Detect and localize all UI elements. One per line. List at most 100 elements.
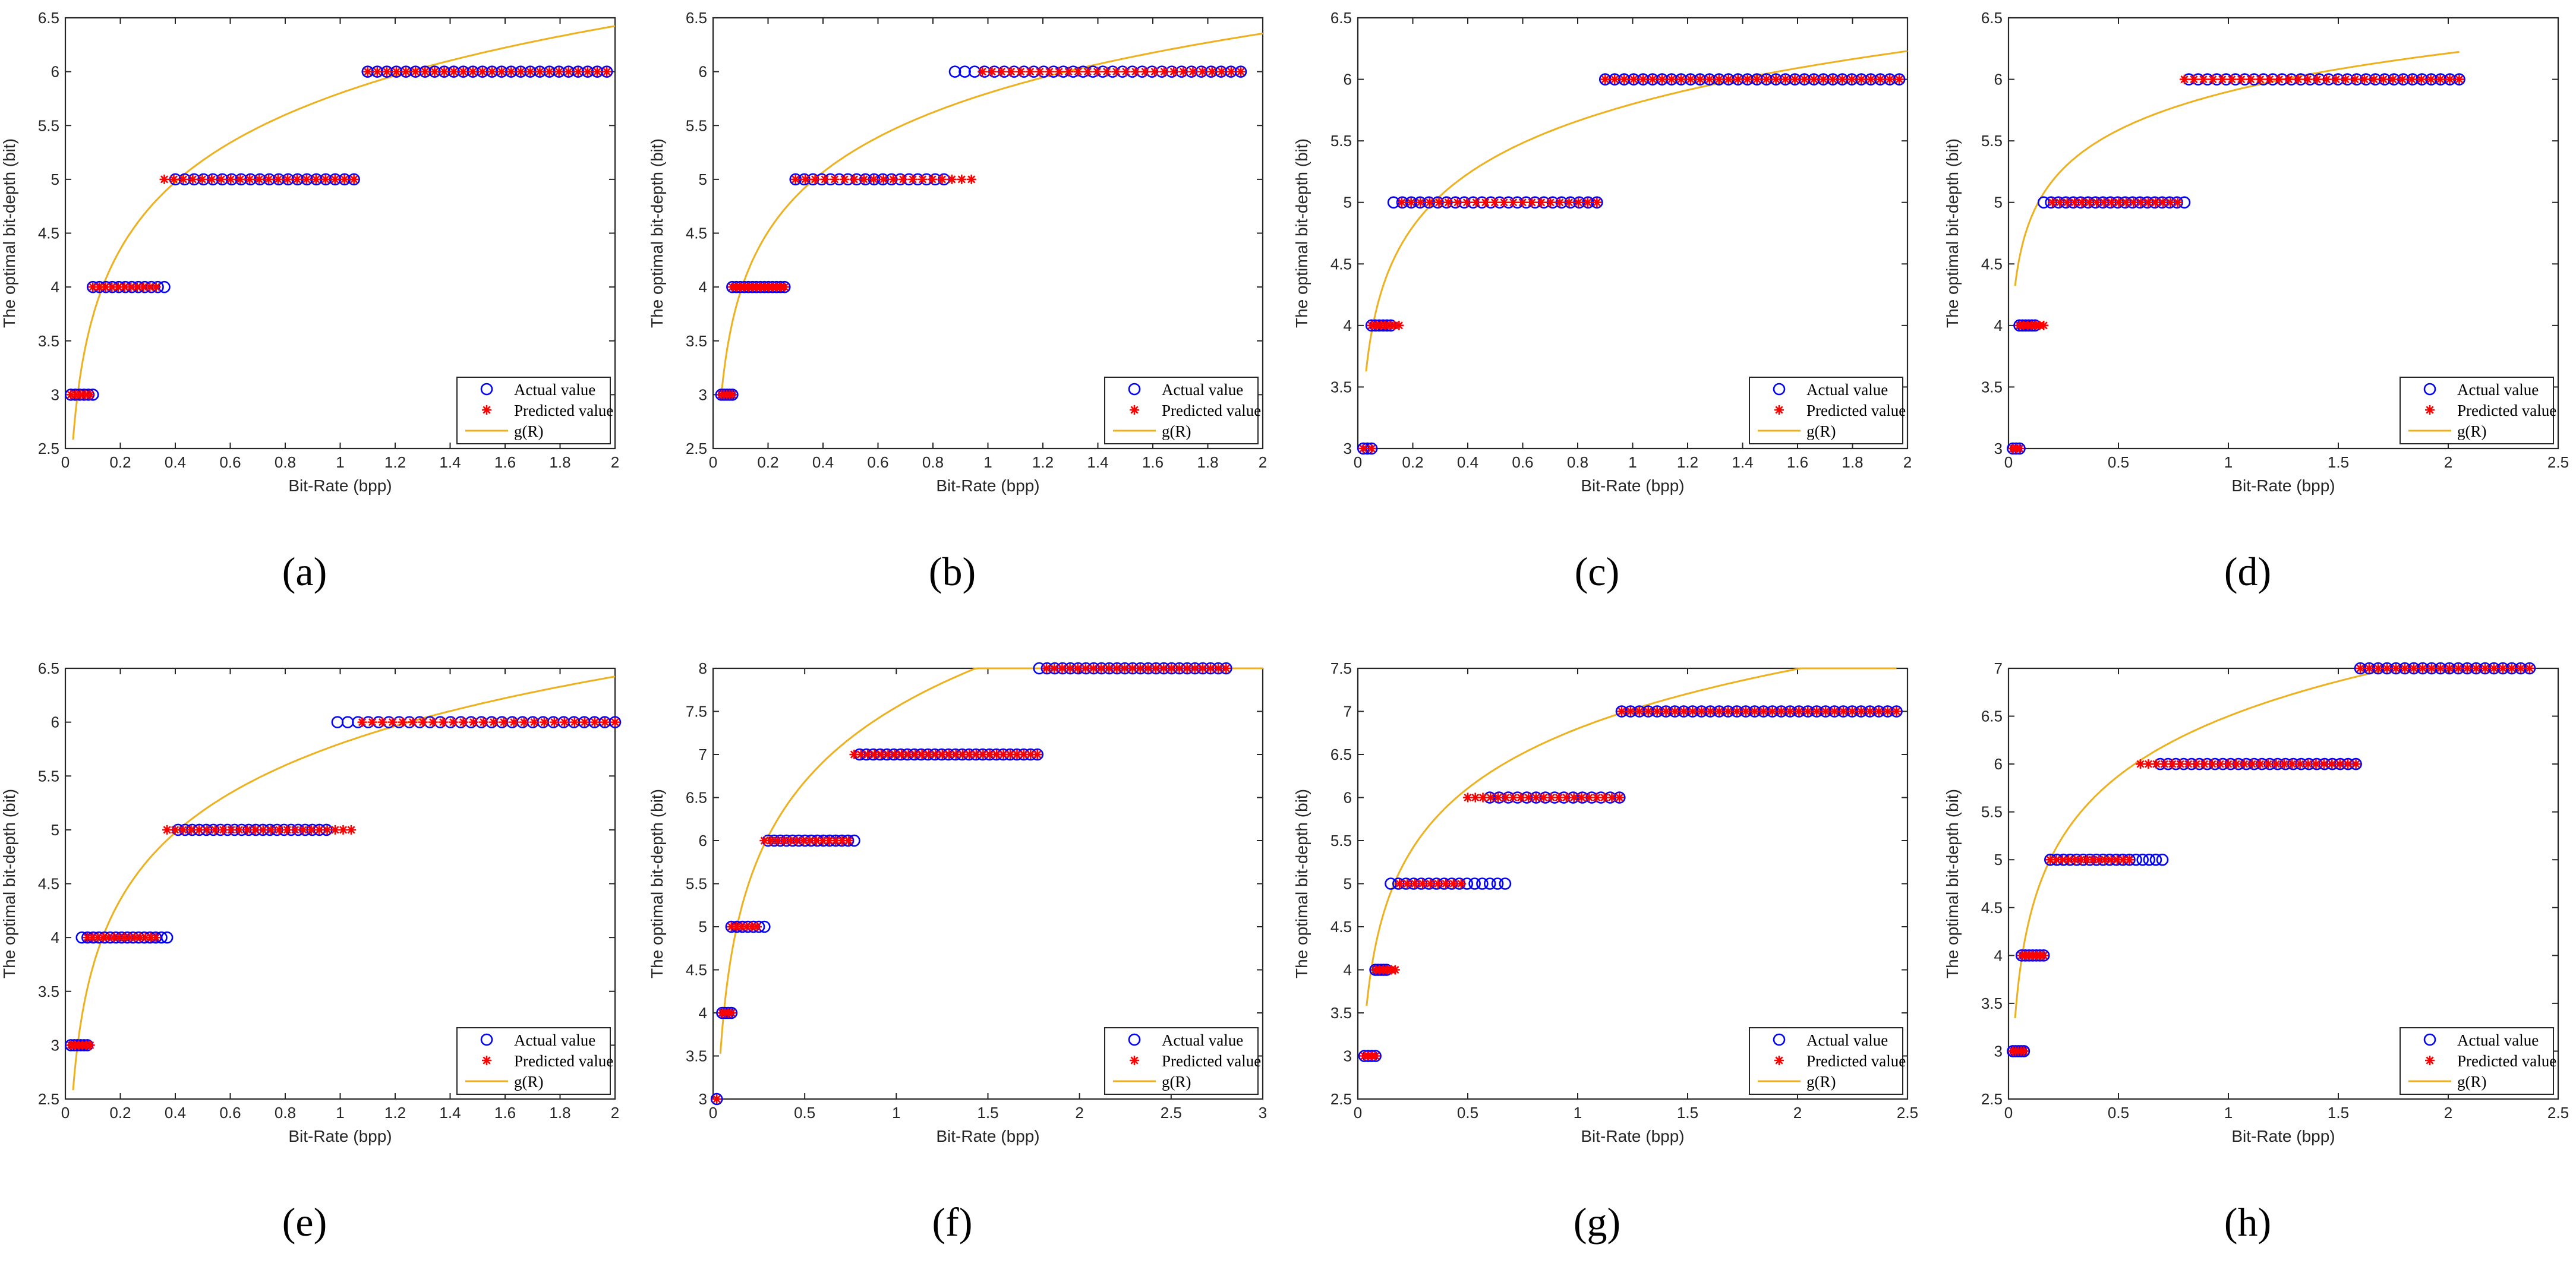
predicted-point (477, 67, 487, 77)
predicted-point (1582, 197, 1593, 207)
x-tick-label: 2 (2444, 453, 2452, 471)
predicted-point (2327, 759, 2337, 769)
y-tick-label: 4.5 (1330, 255, 1352, 273)
predicted-point (1885, 74, 1895, 84)
x-tick-label: 0.2 (109, 1104, 131, 1122)
actual-point (710, 1092, 723, 1106)
predicted-point (516, 67, 526, 77)
predicted-point (362, 67, 373, 77)
legend-actual-marker (1128, 1033, 1141, 1046)
predicted-point (392, 67, 402, 77)
predicted-point (1402, 879, 1412, 889)
predicted-point (114, 933, 124, 943)
predicted-point (1600, 74, 1610, 84)
x-tick-label: 2 (1903, 453, 1912, 471)
predicted-point (2124, 855, 2134, 865)
predicted-point (301, 174, 311, 184)
predicted-point (292, 174, 302, 184)
predicted-point (837, 836, 847, 845)
predicted-point (1723, 706, 1733, 716)
predicted-point (2397, 74, 2407, 84)
panel-c: 0 0.2 0.4 0.6 0.8 1 1.2 1.4 1.6 1.8 2 3 3.5 4 4.5 5 5.5 6… (1292, 9, 1912, 594)
x-tick-label: 0.4 (165, 1104, 186, 1122)
predicted-point (824, 836, 834, 845)
x-tick-label: 0 (709, 453, 717, 471)
predicted-point (258, 825, 268, 835)
y-tick-label: 5.5 (686, 875, 707, 893)
predicted-point (1480, 197, 1490, 207)
x-tick-label: 2 (1793, 1104, 1802, 1122)
predicted-point (878, 174, 888, 184)
predicted-point (1395, 879, 1405, 889)
predicted-point (357, 717, 367, 727)
predicted-point (1216, 67, 1226, 77)
predicted-point (1607, 792, 1617, 803)
predicted-point (820, 174, 830, 184)
y-tick-label: 3 (699, 1090, 707, 1108)
predicted-point (937, 174, 947, 184)
predicted-point (2192, 759, 2202, 769)
predicted-point (1652, 706, 1662, 716)
predicted-point (398, 717, 408, 727)
predicted-point (985, 750, 995, 759)
predicted-point (1634, 706, 1644, 716)
predicted-point (339, 174, 349, 184)
predicted-point (849, 750, 859, 759)
predicted-point (554, 67, 564, 77)
predicted-point (85, 390, 95, 400)
predicted-point (1159, 664, 1169, 673)
panel-label: (c) (1575, 549, 1619, 594)
predicted-point (88, 282, 98, 292)
predicted-point (235, 174, 245, 184)
predicted-point (602, 67, 612, 77)
y-axis-label: The optimal bit-depth (bit) (648, 138, 666, 328)
predicted-point (2129, 197, 2139, 207)
y-tick-label: 8 (699, 659, 707, 677)
predicted-point (1891, 706, 1902, 716)
predicted-point (759, 836, 770, 845)
predicted-point (2312, 74, 2322, 84)
predicted-point (2159, 759, 2170, 769)
x-tick-label: 1.4 (1732, 453, 1753, 471)
predicted-point (2303, 759, 2313, 769)
legend-actual-marker (2423, 383, 2436, 396)
predicted-point (2506, 664, 2517, 673)
predicted-point (216, 174, 226, 184)
x-tick-label: 2 (1075, 1104, 1083, 1122)
predicted-point (438, 717, 448, 727)
predicted-point (411, 67, 421, 77)
predicted-point (987, 67, 997, 77)
predicted-point (2231, 759, 2241, 769)
predicted-point (2039, 951, 2049, 961)
y-tick-label: 6 (1994, 71, 2003, 89)
predicted-point (2057, 855, 2067, 865)
predicted-point (1676, 74, 1686, 84)
predicted-point (1441, 879, 1451, 889)
predicted-point (2388, 74, 2398, 84)
predicted-point (151, 282, 161, 292)
predicted-point (1073, 664, 1083, 673)
predicted-point (869, 750, 879, 759)
predicted-point (1685, 74, 1695, 84)
predicted-point (408, 717, 418, 727)
predicted-point (1679, 706, 1689, 716)
predicted-point (1821, 706, 1831, 716)
predicted-point (917, 750, 927, 759)
panel-label: (d) (2224, 549, 2271, 594)
predicted-point (2378, 74, 2388, 84)
predicted-point (997, 67, 1007, 77)
x-axis-label: Bit-Rate (bpp) (288, 476, 392, 495)
y-tick-label: 5 (1994, 194, 2003, 211)
predicted-point (1486, 792, 1496, 803)
predicted-point (2207, 759, 2217, 769)
predicted-point (1776, 706, 1786, 716)
predicted-point (563, 67, 573, 77)
y-tick-label: 5.5 (1981, 132, 2003, 150)
x-axis-label: Bit-Rate (bpp) (936, 1127, 1039, 1145)
legend-actual-marker (480, 383, 493, 396)
predicted-point (1044, 67, 1054, 77)
x-tick-label: 0.2 (1402, 453, 1423, 471)
predicted-point (170, 825, 180, 835)
predicted-point (2215, 759, 2225, 769)
